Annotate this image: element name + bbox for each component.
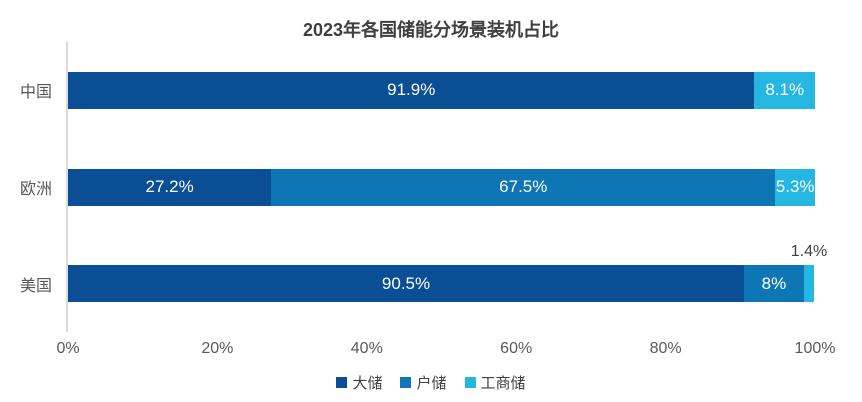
category-axis: 中国 欧洲 美国 bbox=[0, 42, 52, 332]
bar-segment: 5.3% bbox=[775, 168, 815, 206]
bar-segment: 90.5% bbox=[68, 265, 745, 303]
bar-segment: 91.9% bbox=[68, 71, 755, 109]
legend-label: 工商储 bbox=[480, 375, 526, 392]
bar-segment: 8.1% bbox=[754, 71, 815, 109]
x-axis-tick-label: 40% bbox=[350, 340, 383, 357]
bar-segment: 27.2% bbox=[68, 168, 272, 206]
bar-row: 91.9% 8.1% bbox=[68, 42, 815, 139]
legend: 大储 户储 工商储 bbox=[0, 372, 862, 393]
category-label: 欧洲 bbox=[19, 181, 52, 198]
bar-value-label: 8% bbox=[761, 273, 787, 293]
legend-swatch bbox=[400, 377, 412, 388]
bar: 90.5% 8% bbox=[68, 265, 815, 303]
x-axis-tick-label: 60% bbox=[500, 340, 533, 357]
bar: 27.2% 67.5% 5.3% bbox=[68, 168, 815, 206]
legend-label: 大储 bbox=[352, 375, 383, 392]
bar-segment: 67.5% bbox=[271, 168, 776, 206]
bar-value-label: 5.3% bbox=[775, 177, 815, 196]
category-label: 中国 bbox=[19, 84, 52, 102]
bar-value-label: 67.5% bbox=[499, 177, 548, 196]
legend-swatch bbox=[464, 377, 476, 388]
legend-swatch bbox=[336, 377, 348, 388]
chart-title: 2023年各国储能分场景装机占比 bbox=[302, 20, 560, 40]
plot-area: 91.9% 8.1% 27.2% 67.5% 5.3% 1.4% 90.5% 8% bbox=[68, 42, 827, 332]
bar-segment bbox=[803, 265, 815, 303]
bar-row: 1.4% 90.5% 8% bbox=[68, 235, 827, 332]
x-axis-tick-label: 20% bbox=[201, 340, 234, 357]
bar-value-label-outside: 1.4% bbox=[790, 242, 828, 260]
legend-label: 户储 bbox=[416, 375, 447, 392]
bar-value-label: 8.1% bbox=[765, 80, 805, 100]
x-axis-ticks: 0% 20% 40% 60% 80% 100% bbox=[56, 340, 835, 362]
category-label: 美国 bbox=[19, 277, 52, 295]
legend-item: 户储 bbox=[400, 372, 447, 393]
bar: 91.9% 8.1% bbox=[68, 71, 815, 109]
bar-row: 27.2% 67.5% 5.3% bbox=[68, 139, 815, 236]
bar-value-label: 90.5% bbox=[381, 273, 431, 293]
x-axis-tick-label: 100% bbox=[794, 340, 836, 357]
bar-value-label: 27.2% bbox=[145, 177, 194, 196]
bar-value-label: 91.9% bbox=[387, 80, 436, 100]
x-axis-tick-label: 0% bbox=[56, 340, 80, 357]
x-axis-tick-label: 80% bbox=[649, 340, 682, 357]
bar-segment: 8% bbox=[744, 265, 804, 303]
legend-item: 大储 bbox=[336, 372, 382, 393]
y-axis-line bbox=[66, 42, 68, 332]
legend-item: 工商储 bbox=[464, 372, 526, 393]
